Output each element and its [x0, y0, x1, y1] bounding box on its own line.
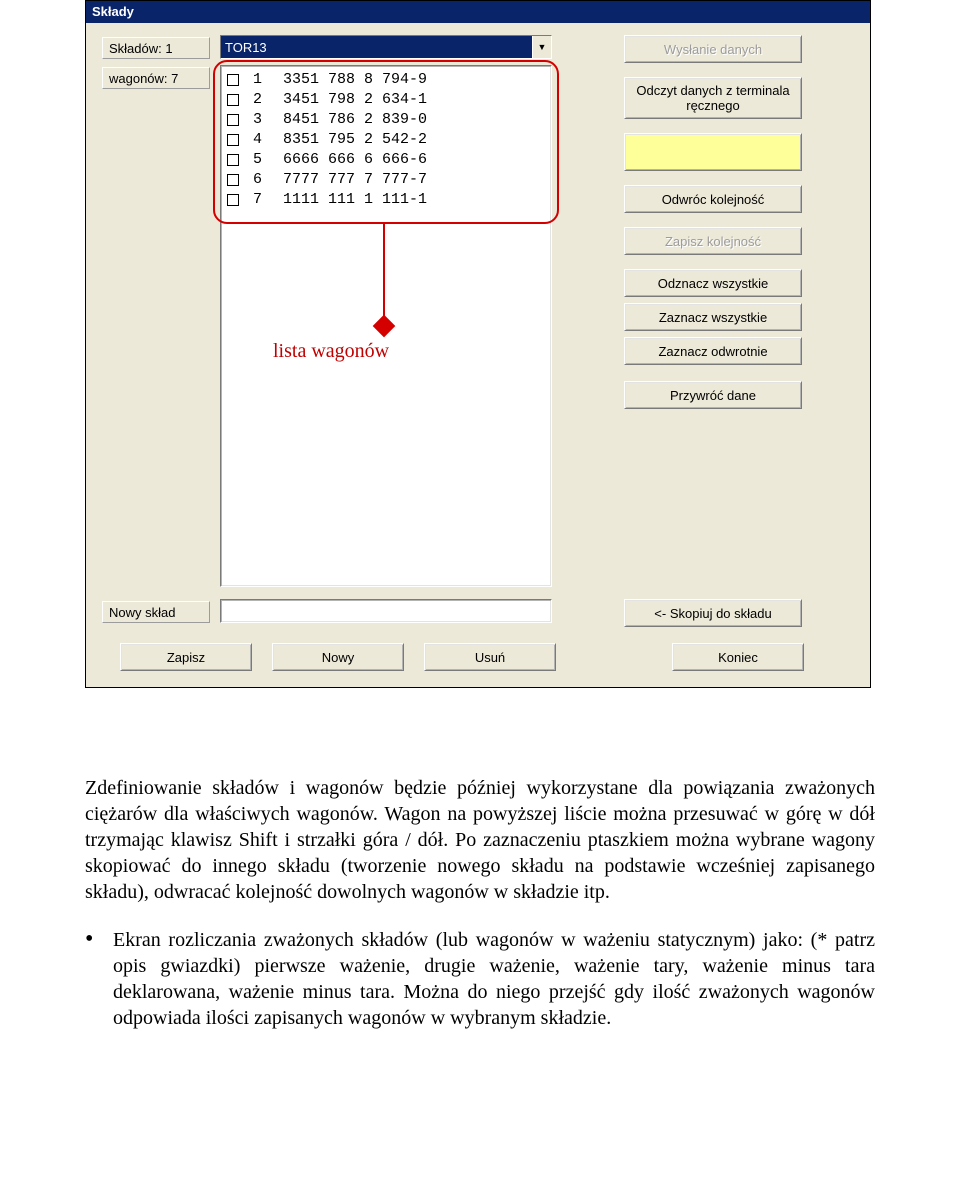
wagon-checkbox[interactable]: [227, 194, 239, 206]
wagon-number: 7777 777 7 777-7: [283, 170, 427, 190]
dialog-titlebar: Składy: [86, 1, 870, 23]
bullet-item: • Ekran rozliczania zważonych składów (l…: [85, 927, 875, 1031]
wagon-checkbox[interactable]: [227, 74, 239, 86]
sklad-combo[interactable]: TOR13 ▼: [220, 35, 552, 59]
wagon-count-label: wagonów: 7: [102, 67, 210, 89]
invert-check-button[interactable]: Zaznacz odwrotnie: [624, 337, 802, 365]
wagon-checkbox[interactable]: [227, 174, 239, 186]
dialog-title: Składy: [92, 1, 134, 23]
close-button[interactable]: Koniec: [672, 643, 804, 671]
read-terminal-button[interactable]: Odczyt danych z terminala ręcznego: [624, 77, 802, 119]
wagon-checkbox[interactable]: [227, 134, 239, 146]
body-text: Zdefiniowanie składów i wagonów będzie p…: [85, 775, 875, 1031]
new-sklad-input[interactable]: [220, 599, 552, 623]
wagon-index: 4: [253, 130, 283, 150]
wagon-index: 5: [253, 150, 283, 170]
callout-label: lista wagonów: [273, 340, 389, 363]
wagon-number: 1111 111 1 111-1: [283, 190, 427, 210]
uncheck-all-button[interactable]: Odznacz wszystkie: [624, 269, 802, 297]
delete-button[interactable]: Usuń: [424, 643, 556, 671]
send-data-button[interactable]: Wysłanie danych: [624, 35, 802, 63]
save-order-button[interactable]: Zapisz kolejność: [624, 227, 802, 255]
bullet-text: Ekran rozliczania zważonych składów (lub…: [113, 927, 875, 1031]
restore-button[interactable]: Przywróć dane: [624, 381, 802, 409]
copy-to-sklad-button[interactable]: <- Skopiuj do składu: [624, 599, 802, 627]
wagon-checkbox[interactable]: [227, 94, 239, 106]
sklad-combo-selected: TOR13: [221, 36, 532, 58]
wagon-number: 6666 666 6 666-6: [283, 150, 427, 170]
wagon-index: 6: [253, 170, 283, 190]
wagon-number: 8351 795 2 542-2: [283, 130, 427, 150]
wagon-row[interactable]: 56666 666 6 666-6: [227, 150, 545, 170]
paragraph-1: Zdefiniowanie składów i wagonów będzie p…: [85, 775, 875, 905]
wagon-row[interactable]: 13351 788 8 794-9: [227, 70, 545, 90]
wagon-index: 1: [253, 70, 283, 90]
save-button[interactable]: Zapisz: [120, 643, 252, 671]
sklady-dialog: Składy Składów: 1 wagonów: 7 TOR13 ▼ 133…: [85, 0, 871, 688]
wagon-number: 8451 786 2 839-0: [283, 110, 427, 130]
wagon-number: 3351 788 8 794-9: [283, 70, 427, 90]
wagon-row[interactable]: 23451 798 2 634-1: [227, 90, 545, 110]
callout-arrow: [383, 224, 385, 326]
new-button[interactable]: Nowy: [272, 643, 404, 671]
wagon-index: 7: [253, 190, 283, 210]
wagon-checkbox[interactable]: [227, 154, 239, 166]
bullet-dot-icon: •: [85, 927, 113, 1031]
wagon-row[interactable]: 48351 795 2 542-2: [227, 130, 545, 150]
wagon-row[interactable]: 38451 786 2 839-0: [227, 110, 545, 130]
check-all-button[interactable]: Zaznacz wszystkie: [624, 303, 802, 331]
wagon-row[interactable]: 67777 777 7 777-7: [227, 170, 545, 190]
sklady-count-label: Składów: 1: [102, 37, 210, 59]
wagon-index: 3: [253, 110, 283, 130]
highlight-button[interactable]: [624, 133, 802, 171]
chevron-down-icon[interactable]: ▼: [532, 36, 551, 58]
new-sklad-label: Nowy skład: [102, 601, 210, 623]
wagon-index: 2: [253, 90, 283, 110]
wagon-number: 3451 798 2 634-1: [283, 90, 427, 110]
reverse-order-button[interactable]: Odwróc kolejność: [624, 185, 802, 213]
screenshot-area: Składy Składów: 1 wagonów: 7 TOR13 ▼ 133…: [85, 0, 873, 735]
wagon-row[interactable]: 71111 111 1 111-1: [227, 190, 545, 210]
wagon-checkbox[interactable]: [227, 114, 239, 126]
